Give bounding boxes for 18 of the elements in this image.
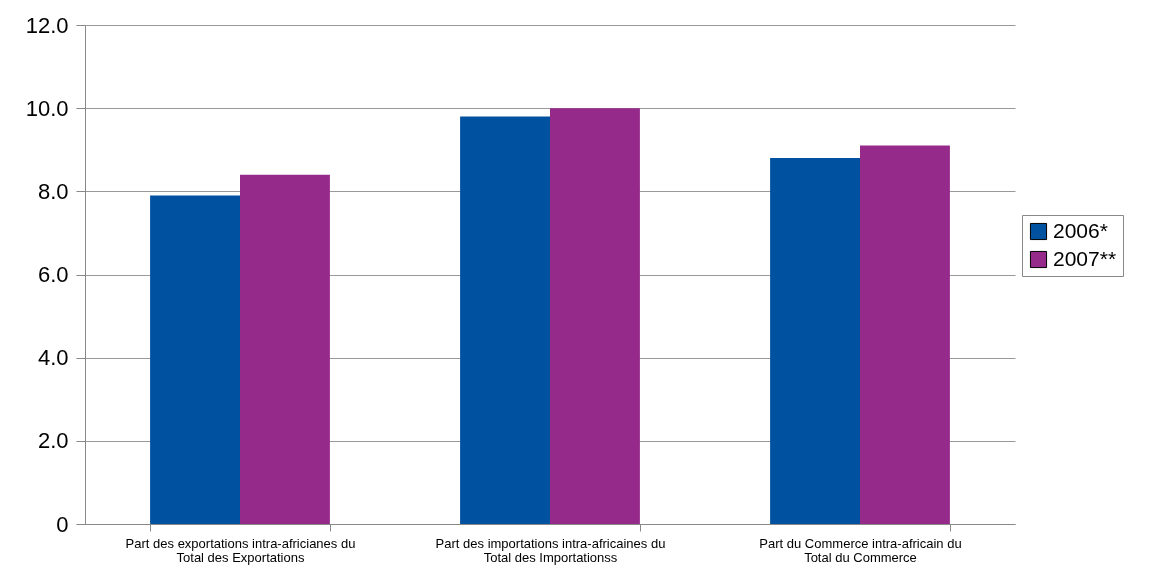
bar xyxy=(460,116,550,524)
y-tick-label: 8.0 xyxy=(37,178,69,204)
y-tick-label: 6.0 xyxy=(37,262,69,287)
bar xyxy=(770,158,860,524)
bar xyxy=(240,174,330,524)
bar xyxy=(150,195,240,524)
x-tick-label: Part des exportations intra-africianes du Total des Exportations xyxy=(125,535,356,565)
bar xyxy=(550,108,640,524)
y-tick-label: 0 xyxy=(56,511,69,537)
y-tick-label: 2.0 xyxy=(37,428,69,454)
bar xyxy=(860,145,950,524)
y-tick-label: 12.0 xyxy=(25,12,69,38)
x-tick-label: Part des importations intra-africaines du Total des Importationss xyxy=(435,535,666,565)
x-tick-label: Part du Commerce intra-africain du Total du Commerce xyxy=(759,535,962,565)
y-tick-label: 4.0 xyxy=(37,345,69,371)
legend-label: 2006* xyxy=(1053,218,1108,242)
legend-label: 2007** xyxy=(1053,246,1117,270)
y-tick-label: 10.0 xyxy=(25,95,69,121)
